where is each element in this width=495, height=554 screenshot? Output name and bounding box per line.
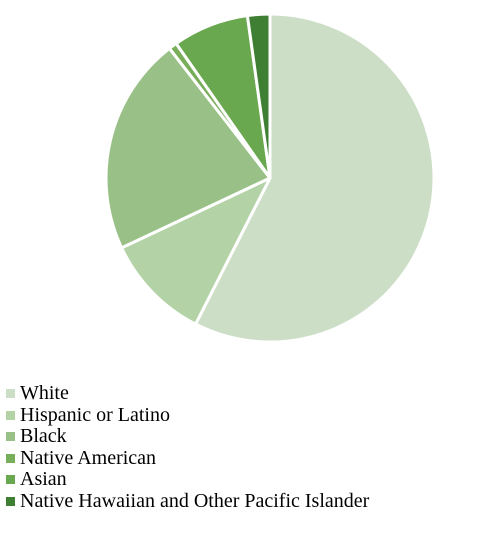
legend-swatch bbox=[6, 389, 15, 399]
chart-legend: White Hispanic or Latino Black Native Ameri… bbox=[6, 382, 370, 513]
legend-label: White bbox=[20, 382, 69, 405]
legend-item-native-hawaiian-and-other-pacific-islander: Native Hawaiian and Other Pacific Island… bbox=[6, 489, 370, 513]
legend-label: Asian bbox=[20, 468, 67, 491]
legend-item-black: Black bbox=[6, 425, 369, 448]
legend-item-hispanic-or-latino: Hispanic or Latino bbox=[6, 403, 369, 427]
legend-label: Hispanic or Latino bbox=[20, 403, 170, 426]
legend-item-native-american: Native American bbox=[6, 446, 369, 470]
pie-slice-white bbox=[194, 12, 436, 344]
legend-item-white: White bbox=[6, 382, 369, 405]
pie-slice-native-hawaiian-and-other-pacific-islander bbox=[245, 12, 272, 180]
legend-swatch bbox=[6, 496, 15, 506]
legend-label: Native Hawaiian and Other Pacific Island… bbox=[20, 489, 370, 512]
pie-slice-black bbox=[104, 46, 272, 250]
legend-swatch bbox=[6, 475, 15, 485]
legend-label: Black bbox=[20, 425, 67, 448]
legend-swatch bbox=[6, 410, 15, 420]
legend-swatch bbox=[6, 432, 15, 442]
pie-chart bbox=[104, 12, 436, 344]
legend-swatch bbox=[6, 453, 15, 463]
legend-item-asian: Asian bbox=[6, 468, 369, 491]
pie-slice-hispanic-or-latino bbox=[120, 176, 272, 326]
legend-label: Native American bbox=[20, 446, 157, 469]
